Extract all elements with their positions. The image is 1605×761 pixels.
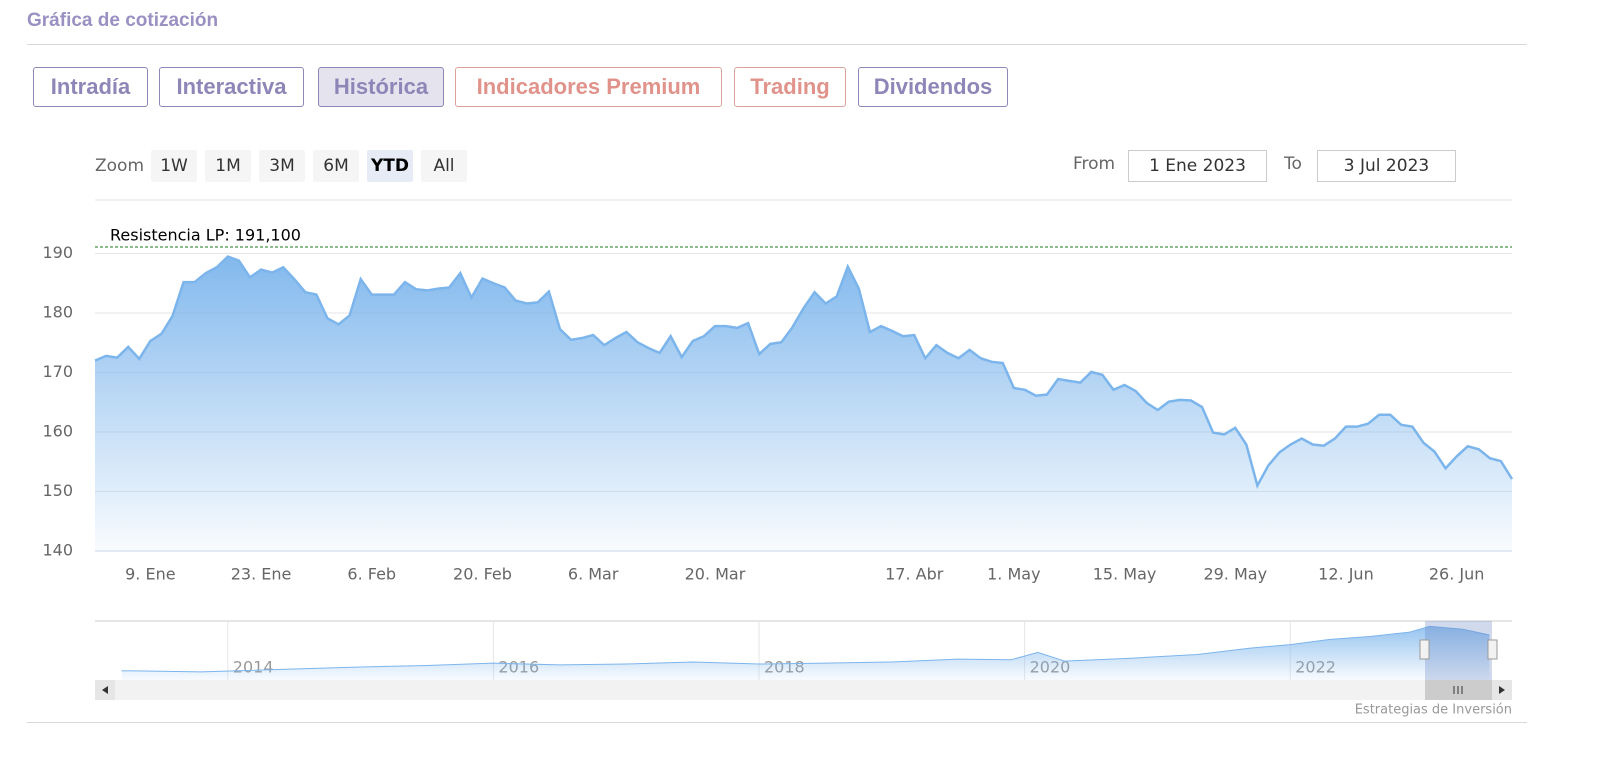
tab[interactable]: Dividendos — [858, 67, 1008, 107]
x-tick-label: 6. Mar — [568, 565, 619, 584]
zoom-button[interactable]: 1W — [151, 150, 197, 182]
zoom-button[interactable]: YTD — [367, 150, 413, 182]
tab[interactable]: Intradía — [33, 67, 148, 107]
zoom-button[interactable]: All — [421, 150, 467, 182]
x-tick-label: 15. May — [1093, 565, 1157, 584]
navigator-area — [121, 626, 1490, 680]
to-input[interactable]: 3 Jul 2023 — [1317, 150, 1456, 182]
x-tick-label: 12. Jun — [1318, 565, 1374, 584]
x-tick-label: 1. May — [987, 565, 1040, 584]
navigator-line — [121, 625, 1490, 673]
x-tick-label: 6. Feb — [347, 565, 396, 584]
x-tick-label: 23. Ene — [231, 565, 292, 584]
y-tick-label: 190 — [42, 243, 73, 262]
from-input[interactable]: 1 Ene 2023 — [1128, 150, 1267, 182]
divider — [27, 722, 1527, 723]
credits: Estrategias de Inversión — [1355, 703, 1512, 718]
divider — [27, 44, 1527, 45]
x-tick-label: 20. Mar — [685, 565, 746, 584]
price-line — [94, 255, 1514, 489]
zoom-button[interactable]: 1M — [205, 150, 251, 182]
scrollbar-track[interactable] — [95, 680, 1512, 700]
scrollbar-grip — [1453, 686, 1463, 694]
x-tick-label: 20. Feb — [453, 565, 512, 584]
y-tick-label: 150 — [42, 481, 73, 500]
tab[interactable]: Interactiva — [159, 67, 304, 107]
to-label: To — [1284, 154, 1302, 174]
navigator-handle[interactable] — [1419, 639, 1430, 660]
zoom-button[interactable]: 6M — [313, 150, 359, 182]
tab[interactable]: Histórica — [318, 67, 444, 107]
x-tick-label: 29. May — [1203, 565, 1267, 584]
scrollbar-arrow — [1499, 686, 1505, 694]
y-tick-label: 140 — [42, 541, 73, 560]
area-fill — [95, 256, 1512, 551]
scrollbar-arrow — [102, 686, 108, 694]
y-tick-label: 170 — [42, 362, 73, 381]
zoom-button[interactable]: 3M — [259, 150, 305, 182]
x-tick-label: 26. Jun — [1429, 565, 1485, 584]
plot-line-label: Resistencia LP: 191,100 — [110, 225, 301, 244]
navigator-handle[interactable] — [1487, 639, 1498, 660]
x-tick-label: 17. Abr — [885, 565, 944, 584]
y-tick-label: 160 — [42, 422, 73, 441]
section-title: Gráfica de cotización — [27, 10, 219, 31]
y-tick-label: 180 — [42, 303, 73, 322]
zoom-label: Zoom — [95, 156, 145, 176]
tab[interactable]: Indicadores Premium — [455, 67, 722, 107]
tab[interactable]: Trading — [734, 67, 846, 107]
from-label: From — [1073, 154, 1116, 174]
x-tick-label: 9. Ene — [125, 565, 175, 584]
navigator-mask[interactable] — [1425, 621, 1492, 680]
